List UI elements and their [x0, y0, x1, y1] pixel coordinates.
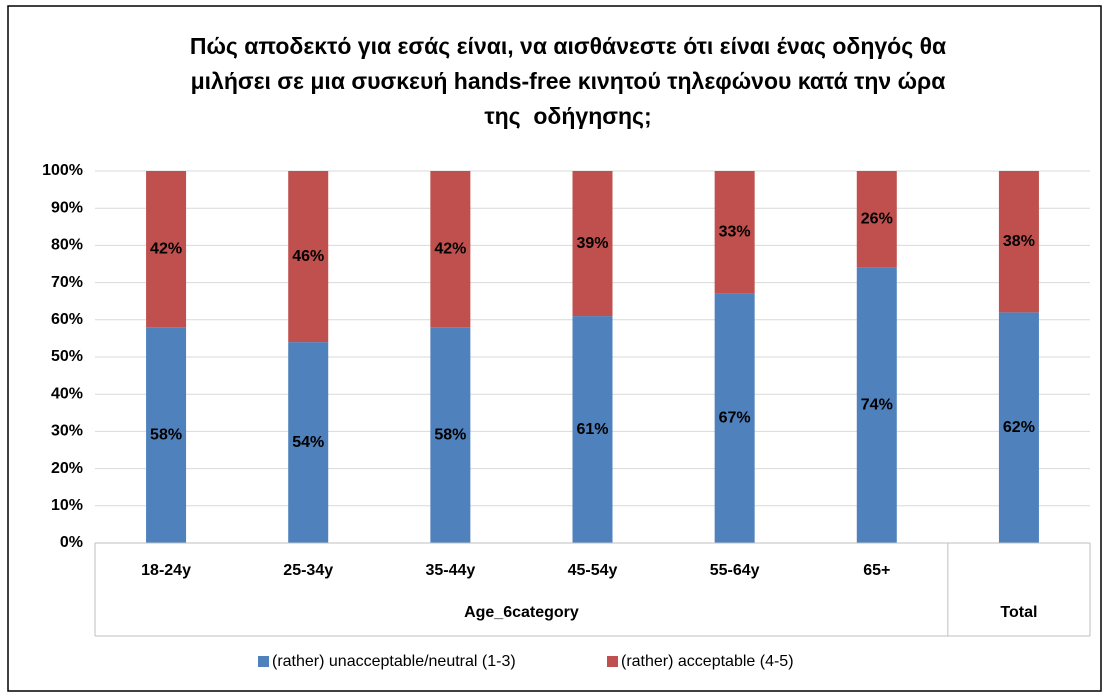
- y-tick-label: 10%: [51, 497, 83, 514]
- y-tick-label: 20%: [51, 460, 83, 477]
- data-label: 74%: [861, 397, 893, 414]
- bar-segment: [714, 171, 755, 294]
- legend-swatch: [607, 656, 618, 667]
- data-label: 67%: [719, 410, 751, 427]
- group-label: Total: [1000, 604, 1037, 621]
- data-label: 38%: [1003, 233, 1035, 250]
- chart-title: της οδήγησης;: [484, 103, 651, 129]
- y-tick-label: 30%: [51, 423, 83, 440]
- x-tick-label: 45-54y: [568, 562, 618, 579]
- chart-frame: [7, 5, 1102, 692]
- x-tick-label: 18-24y: [141, 562, 191, 579]
- data-label: 61%: [576, 421, 608, 438]
- y-tick-label: 40%: [51, 385, 83, 402]
- data-label: 42%: [150, 240, 182, 257]
- legend-label: (rather) unacceptable/neutral (1-3): [272, 653, 516, 670]
- x-tick-label: 25-34y: [283, 562, 333, 579]
- bar-segment: [714, 293, 755, 543]
- bar-segment: [146, 327, 187, 543]
- data-label: 54%: [292, 434, 324, 451]
- legend-swatch: [258, 656, 269, 667]
- bar-segment: [430, 327, 471, 543]
- y-tick-label: 90%: [51, 199, 83, 216]
- y-tick-label: 70%: [51, 274, 83, 291]
- bar-segment: [572, 171, 613, 317]
- x-tick-label: 65+: [863, 562, 890, 579]
- bar-segment: [572, 316, 613, 543]
- data-label: 46%: [292, 248, 324, 265]
- data-label: 58%: [434, 426, 466, 443]
- bar-segment: [856, 267, 897, 543]
- y-tick-label: 0%: [60, 534, 83, 551]
- data-label: 39%: [576, 235, 608, 252]
- bar-segment: [998, 312, 1039, 543]
- data-label: 62%: [1003, 419, 1035, 436]
- y-tick-label: 60%: [51, 311, 83, 328]
- y-tick-label: 50%: [51, 348, 83, 365]
- data-label: 42%: [434, 240, 466, 257]
- bar-segment: [288, 342, 329, 543]
- x-tick-label: 35-44y: [425, 562, 475, 579]
- bar-segment: [430, 171, 471, 328]
- data-label: 33%: [719, 224, 751, 241]
- bar-segment: [146, 171, 187, 328]
- bar-segment: [856, 171, 897, 268]
- data-label: 26%: [861, 211, 893, 228]
- chart-title: Πώς αποδεκτό για εσάς είναι, να αισθάνεσ…: [190, 33, 946, 59]
- chart-title: μιλήσει σε μια συσκευή hands-free κινητο…: [191, 68, 946, 94]
- y-tick-label: 80%: [51, 237, 83, 254]
- group-label: Age_6category: [464, 604, 579, 621]
- bar-segment: [288, 171, 329, 343]
- x-tick-label: 55-64y: [710, 562, 760, 579]
- data-label: 58%: [150, 426, 182, 443]
- bar-segment: [998, 171, 1039, 313]
- legend-label: (rather) acceptable (4-5): [621, 653, 794, 670]
- y-tick-label: 100%: [42, 162, 83, 179]
